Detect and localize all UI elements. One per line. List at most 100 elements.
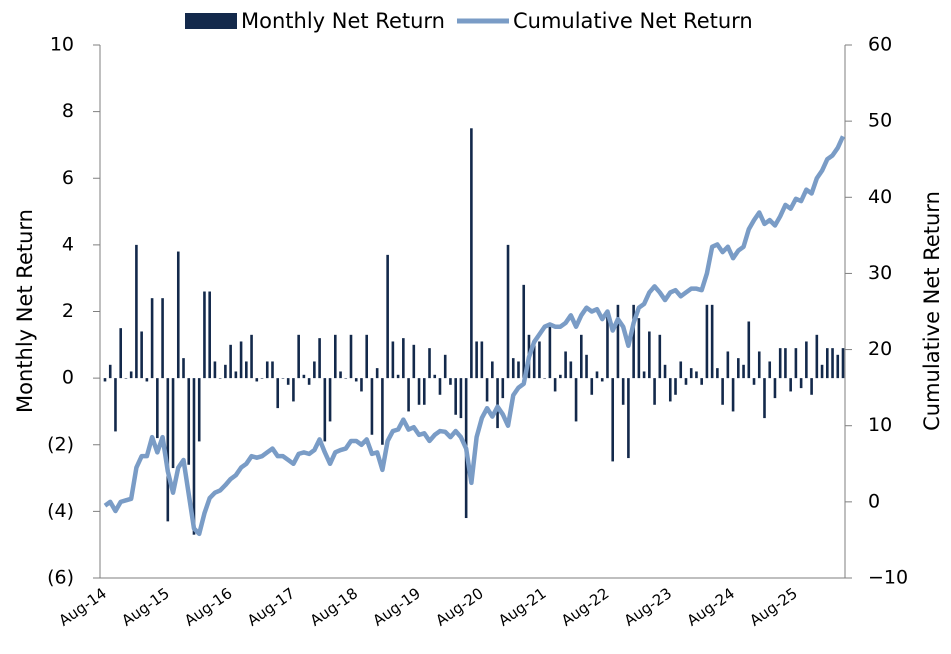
bar [182,358,185,379]
bar [391,341,395,379]
bar [642,371,646,379]
bar [459,378,463,419]
bar [679,361,683,379]
y-axis-label: Monthly Net Return [13,209,37,413]
bar [742,364,745,379]
bar [726,351,730,379]
bar [176,251,180,379]
bar [224,364,227,379]
bar [318,338,321,379]
bar [166,378,170,522]
bar [422,378,426,405]
bar [203,291,206,379]
bar [286,378,290,385]
bar [213,361,217,379]
bar [689,368,693,379]
bar [731,378,735,412]
x-tick-label: Aug-23 [621,584,675,630]
bar [381,378,384,445]
bar [161,298,164,379]
y2-tick-label: 10 [868,414,892,436]
legend-label: Monthly Net Return [241,9,445,33]
bar [532,344,536,379]
bar [271,361,274,379]
bar [417,378,421,405]
bar [150,298,154,379]
bar [302,374,306,379]
bar [653,378,656,405]
bar [721,378,724,405]
y2-tick-label: 40 [868,186,892,208]
bar [307,378,311,385]
y-tick-label: 10 [50,34,74,56]
bar [171,378,175,469]
y-tick-label: 6 [62,167,74,189]
x-tick-label: Aug-14 [55,584,109,630]
y-tick-label: 0 [62,367,74,389]
bar [511,358,515,379]
bar [156,378,159,439]
bar [344,378,348,379]
bar [747,321,751,379]
bar [454,378,457,415]
y2-tick-label: 30 [868,262,892,284]
x-tick-label: Aug-21 [495,584,549,630]
bar [129,371,133,379]
bar [365,334,369,379]
bar [794,348,798,379]
bar [548,324,552,379]
bar [820,364,824,379]
bar [684,378,688,385]
bar [585,354,588,379]
x-tick-label: Aug-17 [244,584,298,630]
y2-tick-label: 0 [868,490,880,512]
bar [239,341,243,379]
bar [443,354,447,379]
y-tick-label: 8 [62,100,74,122]
bar [119,328,123,379]
x-tick-label: Aug-24 [684,584,738,630]
bar [799,378,803,389]
bar [637,318,641,379]
bar [763,378,766,419]
bar [328,378,332,422]
bar [234,371,238,379]
bar [114,378,117,432]
bar [428,348,431,379]
bar [402,338,405,379]
bar [700,378,703,385]
bar [815,334,819,379]
bar [218,378,222,379]
bar [229,344,232,379]
bar [354,378,358,382]
bar [433,374,437,379]
bar [192,378,196,535]
bar [805,341,808,379]
bar [663,364,667,379]
bar [292,378,295,402]
bar [841,348,845,379]
bar [674,378,677,395]
bar [616,304,620,379]
bar [386,254,389,379]
bar [553,378,557,392]
bar [757,351,761,379]
bar [103,378,107,382]
y2-tick-label: 50 [868,110,892,132]
bar [611,378,615,462]
y-tick-label: 2 [62,300,74,322]
bar [606,314,609,379]
bar [412,344,416,379]
bar [778,348,782,379]
bar [579,334,583,379]
y2-tick-label: 60 [868,34,892,56]
bar [784,348,787,379]
bar [559,374,562,379]
bar [485,378,489,402]
bar [496,378,499,429]
x-tick-label: Aug-25 [746,584,800,630]
bar [197,378,201,442]
bar [538,341,541,379]
bar [752,378,756,385]
